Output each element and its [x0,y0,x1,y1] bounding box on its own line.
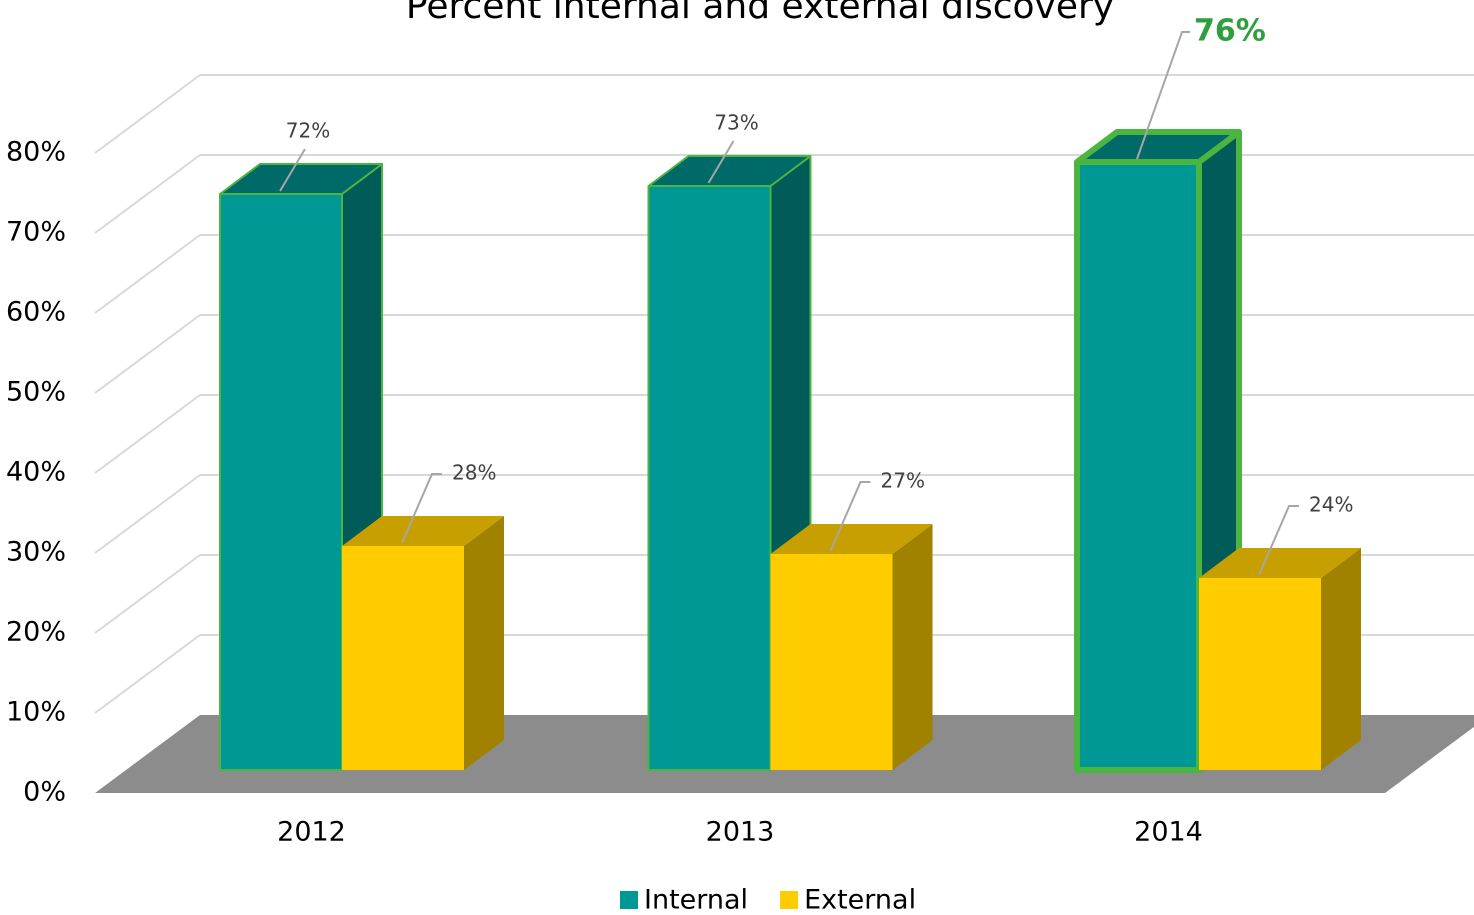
leader-line [401,473,442,544]
y-tick-label: 60% [6,297,66,328]
leader-line [1136,31,1190,160]
x-tick-label: 2013 [706,817,775,848]
bar-front [770,554,893,770]
bar-front [342,546,464,770]
bar [1199,548,1361,770]
grid-line [94,234,201,314]
data-label: 72% [286,119,330,143]
bar-top [342,516,504,546]
legend-label: External [804,885,916,915]
data-label: 24% [1309,493,1353,517]
bar-front [1074,159,1202,773]
chart-title: Percent internal and external discovery [406,0,1114,27]
grid-line [94,314,201,394]
bar-side [464,516,504,770]
data-label: 76% [1194,14,1266,49]
leader-line [279,148,306,192]
bar [770,524,933,770]
y-tick-label: 70% [6,217,66,248]
leader-line [1258,505,1299,576]
data-label: 73% [714,111,758,135]
grid-line [94,634,201,714]
y-tick-label: 40% [6,457,66,488]
legend-label: Internal [644,885,748,915]
grid-line [94,474,201,554]
bar [342,516,504,770]
grid-line [94,74,201,154]
y-tick-label: 80% [6,137,66,168]
y-tick-label: 0% [23,777,66,808]
leader-line [707,140,735,184]
x-tick-label: 2012 [277,817,346,848]
y-tick-label: 30% [6,537,66,568]
bar-front [647,185,772,771]
data-label: 27% [881,469,925,493]
bar-side [1321,548,1361,770]
y-tick-label: 10% [6,697,66,728]
y-tick-label: 50% [6,377,66,408]
y-tick-label: 20% [6,617,66,648]
bar-front [1199,578,1321,770]
legend-swatch [620,891,638,909]
leader-line [829,481,871,552]
grid-line [94,154,201,234]
bar-top [770,524,933,554]
x-tick-label: 2014 [1134,817,1203,848]
grid-line [94,554,201,634]
bar-side [892,524,933,770]
legend-swatch [780,891,799,909]
bar-front [219,193,343,771]
grid-line [94,394,201,474]
data-label: 28% [452,461,496,485]
bar-top [1199,548,1361,578]
